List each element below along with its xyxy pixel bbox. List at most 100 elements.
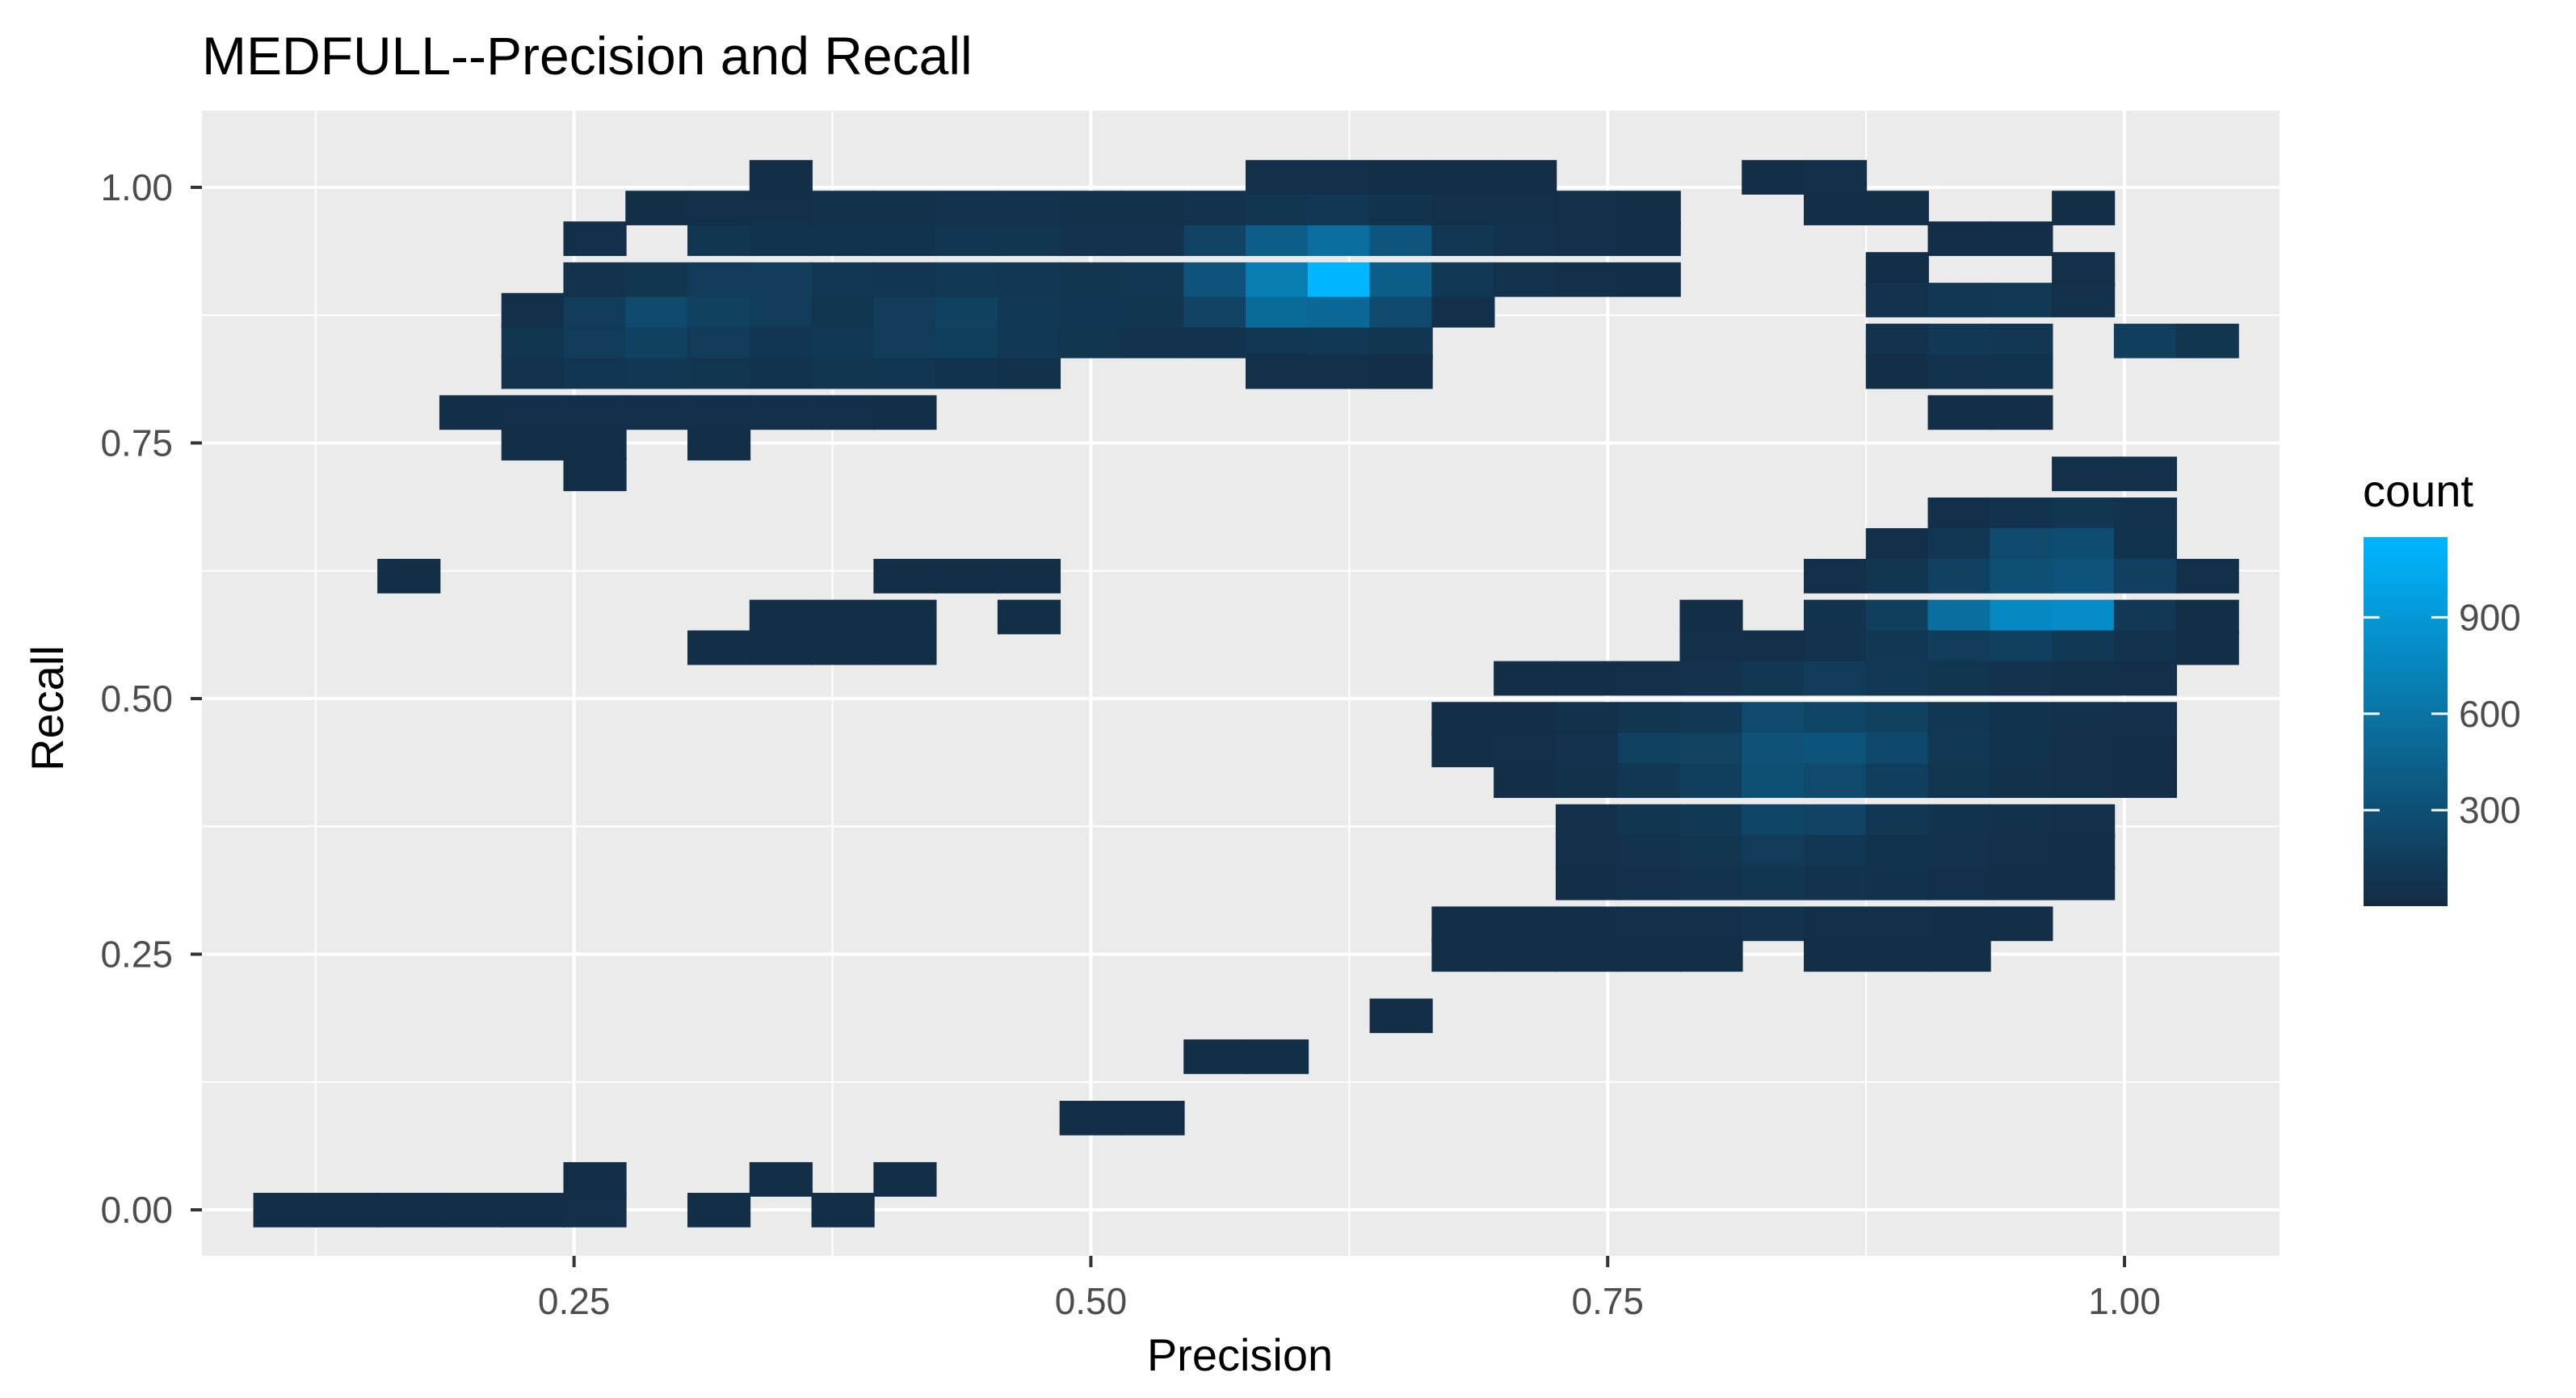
heatmap-tile bbox=[1121, 191, 1185, 225]
heatmap-tile bbox=[687, 395, 751, 430]
heatmap-tile bbox=[1927, 865, 1991, 901]
heatmap-tile bbox=[749, 160, 813, 195]
heatmap-tile bbox=[1803, 661, 1868, 696]
heatmap-tile bbox=[1121, 221, 1185, 256]
heatmap-tile bbox=[1431, 262, 1495, 297]
heatmap-tile bbox=[1927, 497, 1991, 532]
heatmap-tile bbox=[935, 262, 999, 297]
heatmap-tile bbox=[749, 191, 813, 225]
heatmap-tile bbox=[1990, 395, 2053, 430]
heatmap-tile bbox=[501, 323, 565, 359]
heatmap-tile bbox=[1927, 763, 1991, 798]
heatmap-tile bbox=[1990, 865, 2053, 901]
heatmap-tile bbox=[1059, 221, 1123, 256]
heatmap-tile bbox=[1990, 354, 2053, 389]
heatmap-tile bbox=[873, 191, 937, 225]
heatmap-tile bbox=[749, 354, 813, 389]
heatmap-tile bbox=[1555, 702, 1620, 737]
heatmap-tile bbox=[2175, 558, 2239, 594]
x-tick-label: 0.50 bbox=[1055, 1280, 1128, 1322]
heatmap-tile bbox=[811, 395, 875, 430]
y-tick-label: 0.00 bbox=[100, 1189, 173, 1231]
heatmap-tile bbox=[873, 354, 937, 389]
heatmap-tile bbox=[687, 191, 751, 225]
heatmap-tile bbox=[1803, 599, 1868, 635]
heatmap-tile bbox=[1121, 292, 1185, 328]
heatmap-tile bbox=[873, 558, 937, 594]
heatmap-tile bbox=[2052, 599, 2116, 635]
heatmap-tile bbox=[873, 599, 937, 635]
heatmap-tile bbox=[997, 221, 1061, 256]
heatmap-tile bbox=[1246, 191, 1309, 225]
heatmap-tile bbox=[1865, 906, 1929, 942]
heatmap-tile bbox=[873, 1161, 937, 1197]
legend-title: count bbox=[2363, 465, 2473, 516]
y-axis-title: Recall bbox=[22, 645, 73, 771]
legend-colorbar bbox=[2364, 537, 2448, 906]
heatmap-tile bbox=[687, 354, 751, 389]
heatmap-tile bbox=[1246, 1039, 1309, 1074]
heatmap-tile bbox=[1307, 323, 1371, 359]
heatmap-tile bbox=[2175, 323, 2239, 359]
heatmap-tile bbox=[1865, 804, 1929, 839]
heatmap-tile bbox=[1865, 558, 1929, 594]
heatmap-tile bbox=[749, 323, 813, 359]
heatmap-tile bbox=[2052, 191, 2116, 225]
heatmap-tile bbox=[1803, 733, 1868, 767]
heatmap-tile bbox=[439, 395, 503, 430]
heatmap-tile bbox=[2052, 702, 2116, 737]
heatmap-tile bbox=[2052, 283, 2116, 317]
heatmap-tile bbox=[1803, 702, 1868, 737]
heatmap-tile bbox=[811, 323, 875, 359]
heatmap-tile bbox=[1865, 865, 1929, 901]
heatmap-tile bbox=[1927, 599, 1991, 635]
heatmap-tile bbox=[501, 395, 565, 430]
heatmap-tile bbox=[749, 262, 813, 297]
heatmap-tile bbox=[1369, 262, 1433, 297]
x-tick-label: 0.25 bbox=[538, 1280, 611, 1322]
heatmap-tile bbox=[1927, 630, 1991, 665]
heatmap-tile bbox=[1927, 528, 1991, 563]
heatmap-tile bbox=[439, 1192, 503, 1228]
heatmap-tile bbox=[1494, 661, 1557, 696]
heatmap-tile bbox=[1431, 160, 1495, 195]
heatmap-tile bbox=[935, 191, 999, 225]
heatmap-tile bbox=[997, 599, 1061, 635]
heatmap-tile bbox=[2052, 763, 2116, 798]
heatmap-tile bbox=[563, 354, 627, 389]
heatmap-tile bbox=[811, 630, 875, 665]
heatmap-tile bbox=[1990, 221, 2053, 256]
heatmap-tile bbox=[1742, 804, 1805, 839]
legend-ticks: 300 600 900 bbox=[2364, 596, 2521, 831]
heatmap-tile bbox=[1307, 292, 1371, 328]
legend-tick-label: 900 bbox=[2459, 596, 2521, 638]
heatmap-tile bbox=[1803, 763, 1868, 798]
heatmap-tile bbox=[1617, 906, 1681, 942]
heatmap-tile bbox=[1927, 558, 1991, 594]
heatmap-tile bbox=[625, 354, 689, 389]
heatmap-tile bbox=[1246, 354, 1309, 389]
heatmap-tile bbox=[1990, 661, 2053, 696]
legend-tick-label: 300 bbox=[2459, 789, 2521, 831]
heatmap-tile bbox=[1617, 865, 1681, 901]
heatmap-tile bbox=[2113, 661, 2178, 696]
heatmap-tile bbox=[625, 292, 689, 328]
heatmap-tile bbox=[687, 221, 751, 256]
heatmap-tile bbox=[1927, 733, 1991, 767]
heatmap-tile bbox=[1555, 191, 1620, 225]
heatmap-tile bbox=[1494, 733, 1557, 767]
heatmap-tile bbox=[1927, 906, 1991, 942]
heatmap-tile bbox=[935, 558, 999, 594]
y-tick-label: 0.25 bbox=[100, 934, 173, 976]
heatmap-tile bbox=[501, 292, 565, 328]
heatmap-tile bbox=[997, 191, 1061, 225]
heatmap-tile bbox=[625, 395, 689, 430]
heatmap-tile bbox=[1679, 865, 1743, 901]
heatmap-tile bbox=[1617, 661, 1681, 696]
heatmap-tile bbox=[1742, 865, 1805, 901]
heatmap-tile bbox=[1990, 834, 2053, 870]
heatmap-tile bbox=[1494, 191, 1557, 225]
heatmap-tile bbox=[1927, 661, 1991, 696]
chart-title: MEDFULL--Precision and Recall bbox=[202, 26, 973, 86]
heatmap-tile bbox=[1990, 323, 2053, 359]
